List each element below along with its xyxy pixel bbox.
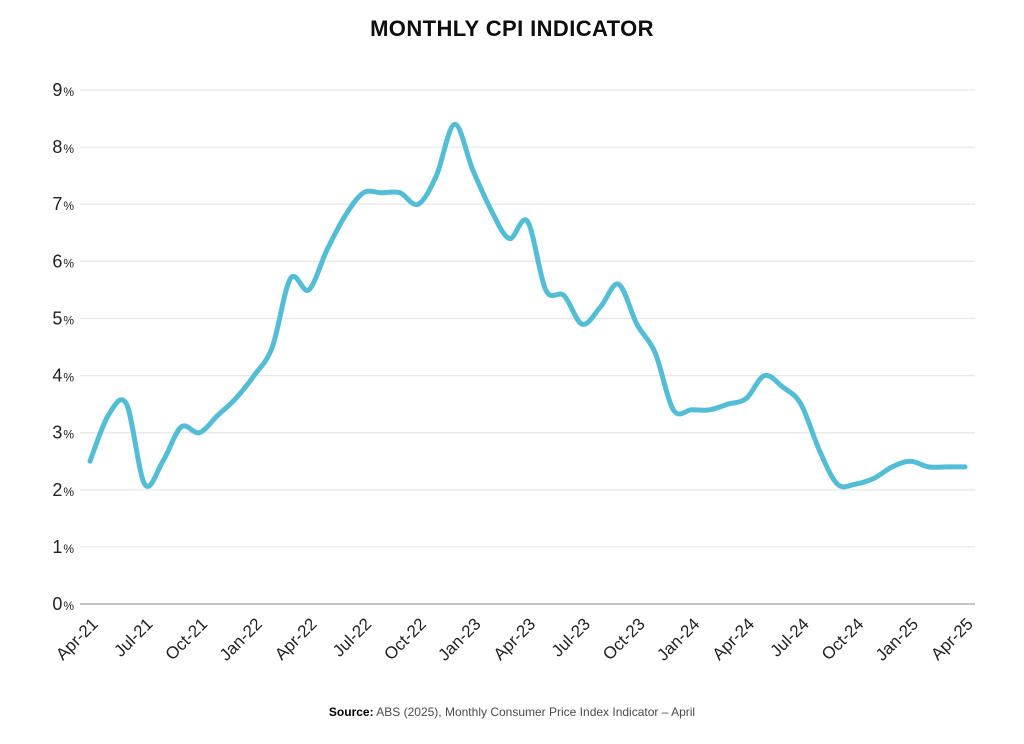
y-tick-number: 8 — [52, 137, 62, 157]
y-axis-tick-label: 7% — [52, 194, 74, 214]
y-tick-number: 5 — [52, 308, 62, 328]
y-tick-number: 4 — [52, 366, 62, 386]
x-axis-tick-label: Jan-22 — [216, 614, 266, 664]
y-axis-tick-label: 8% — [52, 137, 74, 157]
cpi-line-series — [87, 121, 968, 490]
y-axis-tick-label: 6% — [52, 251, 74, 271]
y-axis-tick-label: 9% — [52, 80, 74, 100]
x-axis-tick-label: Jul-21 — [110, 614, 156, 660]
y-tick-number: 7 — [52, 194, 62, 214]
x-axis-tick-label: Apr-25 — [927, 614, 977, 664]
source-note: Source: ABS (2025), Monthly Consumer Pri… — [0, 705, 1024, 719]
percent-sign: % — [63, 428, 74, 442]
percent-sign: % — [63, 199, 74, 213]
chart-title: MONTHLY CPI INDICATOR — [370, 16, 654, 41]
y-axis-tick-label: 2% — [52, 480, 74, 500]
x-axis-tick-label: Apr-24 — [709, 614, 759, 664]
x-axis-tick-label: Jan-24 — [653, 614, 703, 664]
percent-sign: % — [63, 85, 74, 99]
x-axis-tick-label: Jul-23 — [548, 614, 594, 660]
y-axis-tick-label: 0% — [52, 594, 74, 614]
y-tick-number: 9 — [52, 80, 62, 100]
x-axis-tick-label: Oct-21 — [162, 614, 212, 664]
x-axis-tick-label: Jan-25 — [872, 614, 922, 664]
y-tick-number: 1 — [52, 537, 62, 557]
percent-sign: % — [63, 313, 74, 327]
percent-sign: % — [63, 142, 74, 156]
x-axis-tick-label: Apr-22 — [271, 614, 321, 664]
x-axis-tick-label: Oct-22 — [380, 614, 430, 664]
percent-sign: % — [63, 256, 74, 270]
x-axis-tick-label: Jan-23 — [434, 614, 484, 664]
percent-sign: % — [63, 485, 74, 499]
y-axis-tick-label: 5% — [52, 308, 74, 328]
percent-sign: % — [63, 371, 74, 385]
source-label: Source: — [328, 705, 374, 719]
y-axis-tick-label: 1% — [52, 537, 74, 557]
percent-sign: % — [63, 599, 74, 613]
y-tick-number: 6 — [52, 251, 62, 271]
x-axis-tick-label: Apr-23 — [490, 614, 540, 664]
x-axis-tick-label: Jul-24 — [767, 614, 813, 660]
y-axis-tick-label: 3% — [52, 423, 74, 443]
source-text: ABS (2025), Monthly Consumer Price Index… — [373, 705, 696, 719]
percent-sign: % — [63, 542, 74, 556]
x-axis-tick-label: Jul-22 — [329, 614, 375, 660]
y-tick-number: 2 — [52, 480, 62, 500]
y-tick-number: 3 — [52, 423, 62, 443]
x-axis-tick-label: Oct-23 — [599, 614, 649, 664]
y-tick-number: 0 — [52, 594, 62, 614]
x-axis-tick-label: Oct-24 — [818, 614, 868, 664]
x-axis-tick-label: Apr-21 — [52, 614, 102, 664]
y-axis-tick-label: 4% — [52, 366, 74, 386]
